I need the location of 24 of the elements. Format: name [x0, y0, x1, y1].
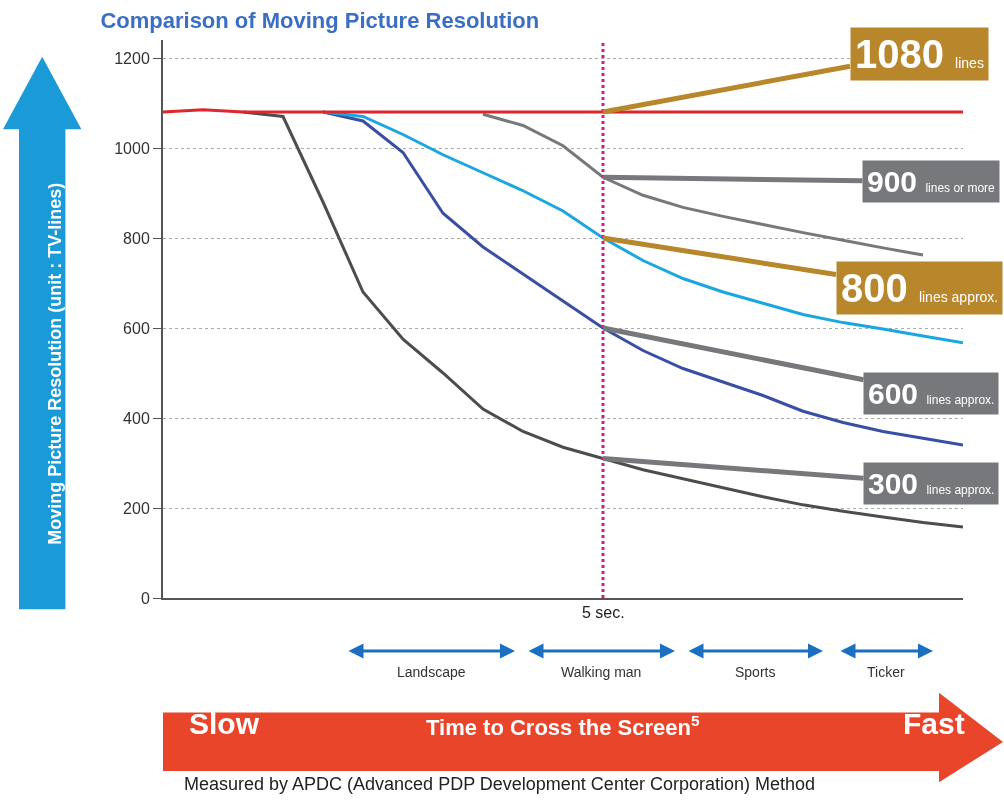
text: 5 sec. — [582, 604, 625, 621]
text: Sports — [735, 664, 776, 680]
text: Slow — [189, 707, 260, 740]
y-tick-label: 1000 — [114, 139, 150, 157]
annotation: 1080 lines — [855, 32, 984, 76]
chart-title: Comparison of Moving Picture Resolution — [100, 7, 540, 33]
y-tick-label: 600 — [123, 319, 150, 337]
text: Measured by APDC (Advanced PDP Development Center Corporation) Method — [184, 774, 815, 794]
annotation: 800 lines approx. — [841, 266, 999, 310]
annotation: 600 lines approx. — [868, 377, 995, 410]
text: Walking man — [561, 664, 642, 680]
line-series — [481, 112, 925, 257]
y-tick-label: 1200 — [114, 49, 150, 67]
x-axis-title: Time to Cross the Screen$^{5}$ — [426, 712, 700, 741]
y-tick-label: 400 — [123, 409, 150, 427]
y-tick-label: 0 — [140, 589, 150, 607]
text: Ticker — [867, 664, 905, 680]
annotation: 300 lines approx. — [868, 467, 995, 500]
annotation: 900 lines or more — [867, 165, 996, 198]
y-tick-label: 200 — [123, 499, 150, 517]
y-axis-title: Moving Picture Resolution (unit : TV-lines) — [44, 182, 65, 545]
text: Fast — [903, 707, 965, 740]
text: Landscape — [397, 664, 466, 680]
y-tick-label: 800 — [123, 229, 150, 247]
